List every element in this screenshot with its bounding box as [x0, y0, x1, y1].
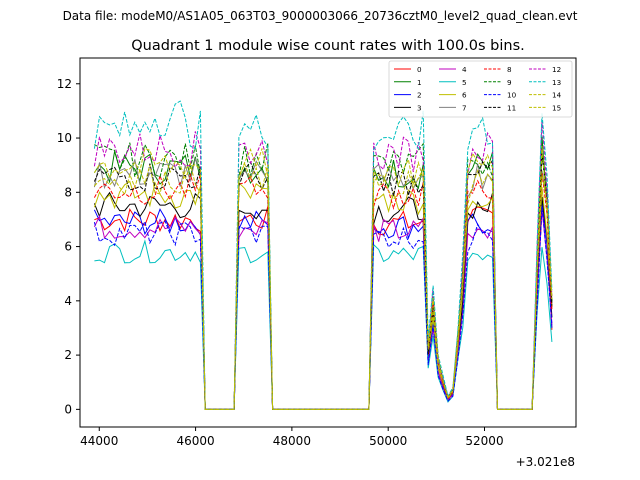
- legend-box: [388, 60, 573, 118]
- y-axis: 0 2 4 6 8 10 12: [57, 77, 80, 416]
- y-tick-label: 4: [64, 294, 72, 308]
- x-tick-label: 48000: [273, 434, 311, 448]
- chart-suptitle: Data file: modeM0/AS1A05_063T03_90000030…: [63, 9, 578, 23]
- legend-label-1: 1: [417, 78, 422, 87]
- legend-label-8: 8: [507, 65, 512, 74]
- plot-lines: [93, 100, 553, 410]
- legend-label-3: 3: [417, 103, 422, 112]
- x-tick-label: 44000: [80, 434, 118, 448]
- y-tick-label: 0: [64, 402, 72, 416]
- legend-label-14: 14: [552, 91, 562, 100]
- legend-label-11: 11: [507, 103, 516, 112]
- legend-label-4: 4: [462, 65, 467, 74]
- series-line-7: [93, 157, 553, 410]
- legend-label-6: 6: [462, 91, 467, 100]
- y-tick-label: 10: [57, 131, 72, 145]
- series-line-13: [93, 100, 553, 410]
- legend-label-5: 5: [462, 78, 467, 87]
- series-line-5: [94, 239, 553, 410]
- legend-label-13: 13: [552, 78, 561, 87]
- series-line-6: [93, 180, 553, 410]
- legend-label-2: 2: [417, 91, 422, 100]
- legend-label-10: 10: [507, 91, 517, 100]
- plot-frame: [79, 57, 577, 428]
- x-offset-label: +3.021e8: [516, 455, 575, 469]
- y-tick-label: 8: [64, 185, 72, 199]
- series-line-4: [93, 209, 553, 410]
- x-tick-label: 50000: [369, 434, 407, 448]
- series-line-10: [93, 205, 553, 410]
- series-line-15: [94, 162, 553, 410]
- x-tick-label: 46000: [176, 434, 214, 448]
- chart-title: Quadrant 1 module wise count rates with …: [131, 38, 525, 54]
- legend-label-9: 9: [507, 78, 512, 87]
- y-tick-label: 12: [57, 77, 72, 91]
- series-line-1: [93, 136, 553, 410]
- legend-label-0: 0: [417, 65, 422, 74]
- x-tick-label: 52000: [465, 434, 503, 448]
- legend-label-7: 7: [462, 103, 467, 112]
- legend-label-15: 15: [552, 103, 561, 112]
- series-line-2: [93, 198, 553, 410]
- y-tick-label: 6: [64, 240, 72, 254]
- legend-label-12: 12: [552, 65, 561, 74]
- y-tick-label: 2: [64, 348, 72, 362]
- series-line-0: [94, 206, 553, 410]
- x-axis: 44000 46000 48000 50000 52000: [80, 427, 504, 448]
- series-line-9: [94, 142, 553, 410]
